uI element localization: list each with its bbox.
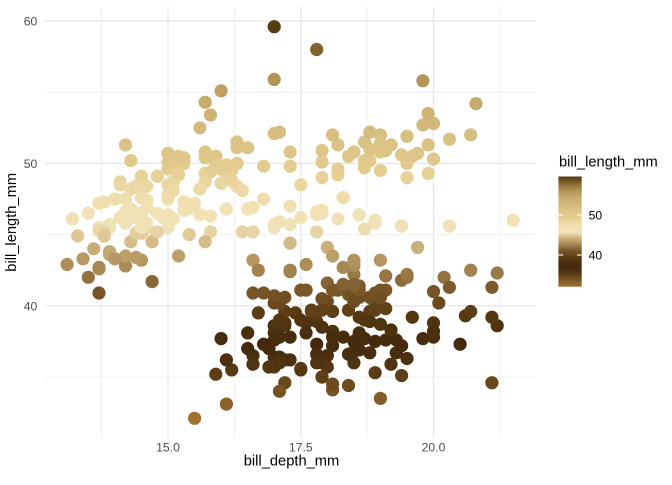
svg-text:bill_length_mm: bill_length_mm [4,173,20,272]
svg-text:50: 50 [589,209,603,223]
svg-text:15.0: 15.0 [156,441,180,455]
svg-text:17.5: 17.5 [289,441,313,455]
svg-text:40: 40 [589,249,603,263]
svg-text:20.0: 20.0 [422,441,446,455]
svg-text:bill_length_mm: bill_length_mm [559,155,658,171]
svg-text:40: 40 [24,300,38,314]
svg-text:bill_depth_mm: bill_depth_mm [244,454,340,470]
svg-text:60: 60 [24,15,38,29]
svg-text:50: 50 [24,157,38,171]
